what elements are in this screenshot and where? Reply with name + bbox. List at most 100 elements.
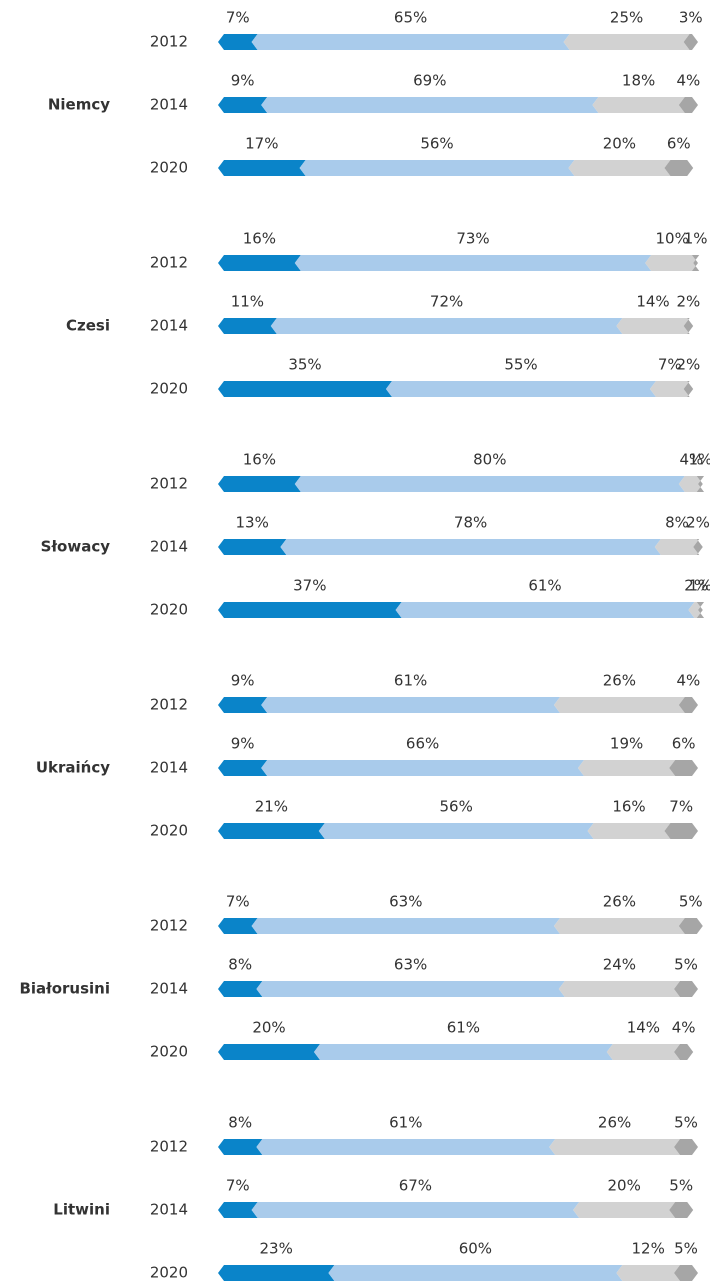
value-label: 16% [612, 798, 645, 816]
bar-segment [563, 34, 690, 50]
value-label: 14% [627, 1019, 660, 1037]
bar-segment [669, 760, 698, 776]
bar-segment [218, 34, 258, 50]
bar-segment [592, 97, 685, 113]
value-label: 5% [679, 893, 703, 911]
value-label: 9% [231, 72, 255, 90]
bar-segment [218, 823, 325, 839]
bar-segment [218, 539, 287, 555]
value-label: 12% [632, 1240, 665, 1258]
year-label: 2012 [150, 917, 188, 935]
value-label: 7% [226, 9, 250, 27]
year-label: 2014 [150, 1201, 188, 1219]
bar-segment [568, 160, 671, 176]
bar-segment [616, 1265, 680, 1281]
value-label: 4% [677, 672, 701, 690]
value-label: 6% [667, 135, 691, 153]
year-label: 2012 [150, 475, 188, 493]
bar-segment [386, 381, 656, 397]
value-label: 11% [231, 293, 264, 311]
value-label: 26% [603, 672, 636, 690]
year-label: 2012 [150, 33, 188, 51]
year-label: 2014 [150, 980, 188, 998]
value-label: 61% [447, 1019, 480, 1037]
year-label: 2014 [150, 96, 188, 114]
value-label: 56% [420, 135, 453, 153]
bar-segment [218, 476, 301, 492]
value-label: 80% [473, 451, 506, 469]
value-label: 72% [430, 293, 463, 311]
group-label: Ukraińcy [36, 759, 110, 777]
group-label: Słowacy [41, 538, 111, 556]
bar-segment [573, 1202, 676, 1218]
bar-segment [218, 760, 268, 776]
year-label: 2012 [150, 1138, 188, 1156]
bar-segment [549, 1139, 680, 1155]
value-label: 65% [394, 9, 427, 27]
bar-segment [251, 1202, 580, 1218]
year-label: 2020 [150, 1043, 188, 1061]
bar-segment [678, 697, 698, 713]
value-label: 2% [686, 514, 710, 532]
value-label: 26% [598, 1114, 631, 1132]
value-label: 23% [260, 1240, 293, 1258]
group-label: Czesi [66, 317, 110, 335]
bar-segment [218, 1139, 263, 1155]
year-label: 2020 [150, 380, 188, 398]
value-label: 10% [656, 230, 689, 248]
bar-segment [251, 34, 570, 50]
group-label: Niemcy [48, 96, 110, 114]
value-label: 9% [231, 672, 255, 690]
value-label: 55% [504, 356, 537, 374]
value-label: 9% [231, 735, 255, 753]
value-label: 6% [672, 735, 696, 753]
bar-segment [692, 255, 700, 271]
bar-segment [218, 918, 258, 934]
bar-segment [683, 34, 698, 50]
bar-segment [669, 1202, 694, 1218]
value-label: 5% [674, 1240, 698, 1258]
value-label: 4% [680, 451, 704, 469]
value-label: 24% [603, 956, 636, 974]
value-label: 8% [228, 956, 252, 974]
value-label: 7% [658, 356, 682, 374]
value-label: 5% [669, 1177, 693, 1195]
value-label: 19% [610, 735, 643, 753]
value-label: 7% [226, 1177, 250, 1195]
bar-segment [554, 697, 685, 713]
bar-segment [261, 97, 599, 113]
value-label: 67% [399, 1177, 432, 1195]
bar-segment [674, 1265, 698, 1281]
year-label: 2020 [150, 1264, 188, 1282]
bar-segment [318, 823, 594, 839]
bar-segment [554, 918, 685, 934]
bar-segment [256, 1139, 556, 1155]
bar-segment [218, 255, 301, 271]
value-label: 20% [608, 1177, 641, 1195]
bar-segment [314, 1044, 613, 1060]
bar-segment [328, 1265, 623, 1281]
value-label: 37% [293, 577, 326, 595]
bar-segment [696, 476, 704, 492]
year-label: 2020 [150, 822, 188, 840]
value-label: 7% [669, 798, 693, 816]
group-label: Litwini [53, 1201, 110, 1219]
year-label: 2020 [150, 601, 188, 619]
value-label: 20% [252, 1019, 285, 1037]
value-label: 5% [674, 956, 698, 974]
value-label: 2% [684, 577, 708, 595]
bar-segment [587, 823, 671, 839]
value-label: 4% [672, 1019, 696, 1037]
value-label: 16% [243, 230, 276, 248]
bar-segment [299, 160, 575, 176]
bar-segment [270, 318, 623, 334]
year-label: 2012 [150, 696, 188, 714]
value-label: 17% [245, 135, 278, 153]
bar-segment [678, 476, 704, 492]
value-label: 78% [454, 514, 487, 532]
value-label: 5% [674, 1114, 698, 1132]
value-label: 3% [679, 9, 703, 27]
value-label: 61% [394, 672, 427, 690]
bar-segment [218, 1202, 258, 1218]
